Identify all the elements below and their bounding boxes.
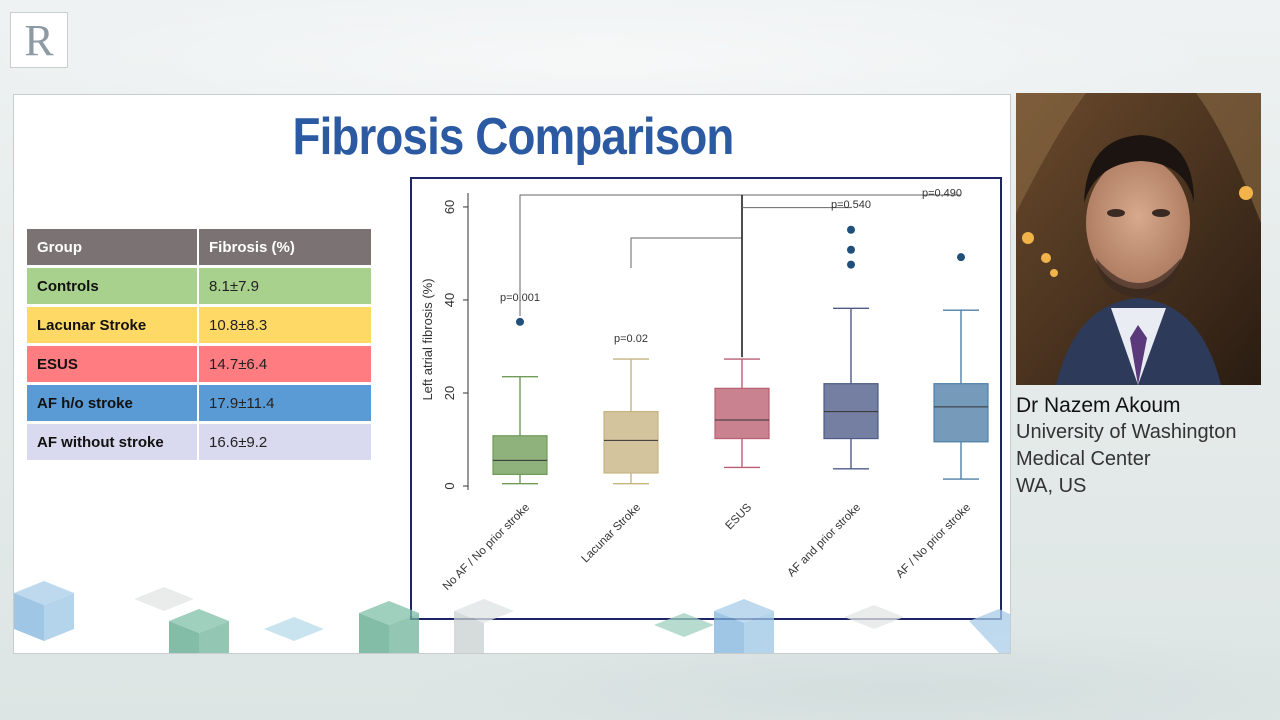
outlier-point <box>847 260 855 269</box>
p-value-annotation: p=0.490 <box>922 187 962 199</box>
fibrosis-table: Group Fibrosis (%) Controls 8.1±7.9 Lacuna… <box>27 226 371 463</box>
table-row: Controls 8.1±7.9 <box>27 268 371 304</box>
box <box>714 387 770 440</box>
outlier-point <box>957 253 965 262</box>
table-cell-value: 10.8±8.3 <box>199 307 371 343</box>
table-cell-group: Controls <box>27 268 199 304</box>
radcliffe-logo: R <box>10 12 68 68</box>
table-row: ESUS 14.7±6.4 <box>27 346 371 382</box>
box <box>492 435 548 475</box>
table-row: AF h/o stroke 17.9±11.4 <box>27 385 371 421</box>
p-value-annotation: p=0.540 <box>831 199 871 211</box>
x-category-label: Lacunar Stroke <box>579 502 643 566</box>
sig-bracket-2 <box>630 237 742 268</box>
box <box>933 383 989 443</box>
x-category-label: ESUS <box>723 501 754 532</box>
x-category-label: No AF / No prior stroke <box>441 502 532 593</box>
x-category-label: AF / No prior stroke <box>894 502 973 581</box>
table-row: Lacunar Stroke 10.8±8.3 <box>27 307 371 343</box>
speaker-location: WA, US <box>1016 475 1087 497</box>
speaker-video <box>1016 93 1261 385</box>
slide-title: Fibrosis Comparison <box>292 108 735 166</box>
decorative-cube-pattern <box>14 581 1010 653</box>
table-cell-value: 14.7±6.4 <box>199 346 371 382</box>
table-header-group: Group <box>27 229 199 265</box>
boxplot-chart: 0 20 40 60 Left atrial fibrosis (%) p=0.001 p=… <box>410 177 1002 620</box>
table-cell-group: ESUS <box>27 346 199 382</box>
outlier-point <box>847 245 855 254</box>
outlier-point <box>516 317 524 326</box>
p-value-annotation: p=0.001 <box>500 292 540 304</box>
y-axis-label: Left atrial fibrosis (%) <box>420 278 435 400</box>
table-row: AF without stroke 16.6±9.2 <box>27 424 371 460</box>
table-body: Controls 8.1±7.9 Lacunar Stroke 10.8±8.3 ESU… <box>27 268 371 460</box>
outlier-point <box>847 225 855 234</box>
table-cell-group: AF h/o stroke <box>27 385 199 421</box>
table-header-row: Group Fibrosis (%) <box>27 229 371 265</box>
table-cell-group: AF without stroke <box>27 424 199 460</box>
boxplot-svg: 0 20 40 60 Left atrial fibrosis (%) p=0.001 p=… <box>420 187 989 593</box>
y-tick-label: 40 <box>442 293 457 307</box>
y-tick-label: 20 <box>442 386 457 400</box>
speaker-affiliation-2: Medical Center <box>1016 448 1151 470</box>
table-header-fibrosis: Fibrosis (%) <box>199 229 371 265</box>
y-tick-label: 60 <box>442 200 457 214</box>
table-cell-value: 16.6±9.2 <box>199 424 371 460</box>
p-value-annotation: p=0.02 <box>614 333 648 345</box>
presentation-slide: Fibrosis Comparison Group Fibrosis (%) C… <box>13 94 1011 654</box>
x-category-label: AF and prior stroke <box>785 502 863 580</box>
box <box>603 410 659 474</box>
y-tick-label: 0 <box>442 482 457 489</box>
speaker-caption: Dr Nazem Akoum University of Washington … <box>1016 392 1276 500</box>
speaker-name: Dr Nazem Akoum <box>1016 394 1181 417</box>
sig-bracket-1 <box>519 194 961 316</box>
speaker-affiliation-1: University of Washington <box>1016 421 1237 443</box>
table-cell-group: Lacunar Stroke <box>27 307 199 343</box>
table-cell-value: 17.9±11.4 <box>199 385 371 421</box>
table-cell-value: 8.1±7.9 <box>199 268 371 304</box>
